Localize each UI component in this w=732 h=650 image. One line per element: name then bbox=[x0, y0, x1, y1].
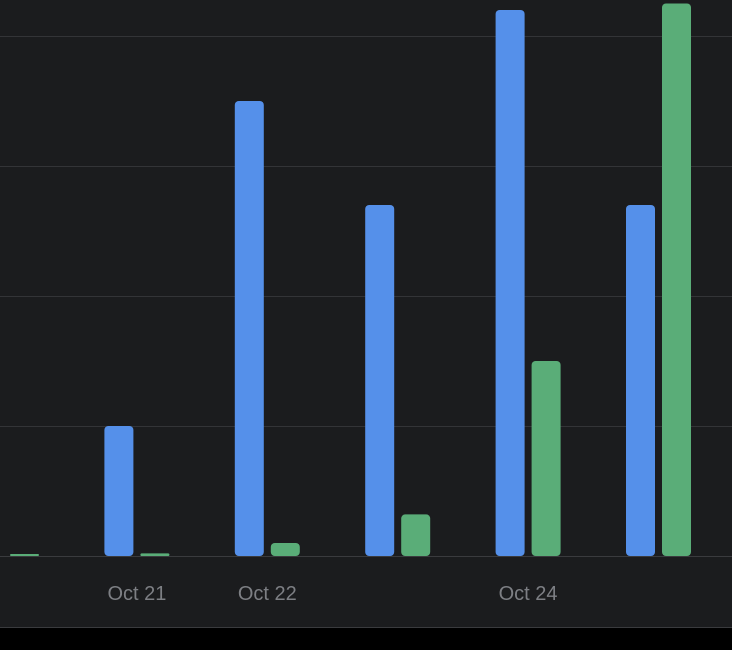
bar-series-1-category-3[interactable] bbox=[234, 101, 264, 556]
bar-series-2-category-5[interactable] bbox=[531, 361, 561, 556]
bars bbox=[10, 3, 691, 557]
x-tick-label: Oct 22 bbox=[238, 583, 297, 605]
bar-series-1-category-5[interactable] bbox=[495, 10, 525, 556]
x-axis-ticks: Oct 21 Oct 22 Oct 24 bbox=[107, 583, 557, 605]
x-tick-label: Oct 21 bbox=[107, 583, 166, 605]
bar-series-2-category-2[interactable] bbox=[140, 553, 170, 556]
chart-panel: Oct 21 Oct 22 Oct 24 bbox=[0, 0, 732, 628]
bar-series-1-category-6[interactable] bbox=[626, 205, 655, 556]
x-tick-label: Oct 24 bbox=[499, 583, 558, 605]
bar-chart: Oct 21 Oct 22 Oct 24 bbox=[0, 3, 732, 605]
bar-series-2-category-3[interactable] bbox=[270, 543, 300, 556]
bar-series-2-category-1[interactable] bbox=[10, 554, 39, 556]
bar-series-2-category-4[interactable] bbox=[401, 514, 431, 556]
panel-bottom-border bbox=[0, 627, 732, 628]
bar-series-1-category-4[interactable] bbox=[365, 205, 395, 556]
bar-series-1-category-2[interactable] bbox=[104, 426, 134, 556]
bar-series-2-category-6[interactable] bbox=[662, 3, 691, 557]
